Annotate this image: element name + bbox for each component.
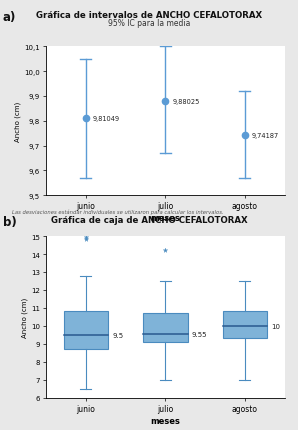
- Text: b): b): [3, 216, 17, 229]
- Text: 9,81049: 9,81049: [93, 116, 120, 122]
- Bar: [143, 313, 188, 342]
- Y-axis label: Ancho (cm): Ancho (cm): [15, 101, 21, 141]
- Text: 95% IC para la media: 95% IC para la media: [108, 18, 190, 28]
- Bar: [64, 312, 108, 349]
- Y-axis label: Ancho (cm): Ancho (cm): [22, 297, 28, 337]
- Text: 10: 10: [271, 323, 280, 329]
- Text: 9,74187: 9,74187: [252, 133, 279, 139]
- Text: Gráfica de caja de ANCHO CEFALOTORAX: Gráfica de caja de ANCHO CEFALOTORAX: [51, 216, 247, 225]
- Text: 9.5: 9.5: [112, 332, 123, 338]
- Text: Las desviaciones estándar individuales se utilizaron para calcular los intervalo: Las desviaciones estándar individuales s…: [12, 209, 223, 214]
- Text: 9.55: 9.55: [192, 331, 207, 337]
- Text: 9,88025: 9,88025: [173, 98, 200, 104]
- X-axis label: meses: meses: [150, 214, 180, 223]
- Bar: [223, 312, 267, 339]
- Text: Gráfica de intervalos de ANCHO CEFALOTORAX: Gráfica de intervalos de ANCHO CEFALOTOR…: [36, 11, 262, 20]
- X-axis label: meses: meses: [150, 416, 180, 425]
- Text: a): a): [3, 11, 16, 24]
